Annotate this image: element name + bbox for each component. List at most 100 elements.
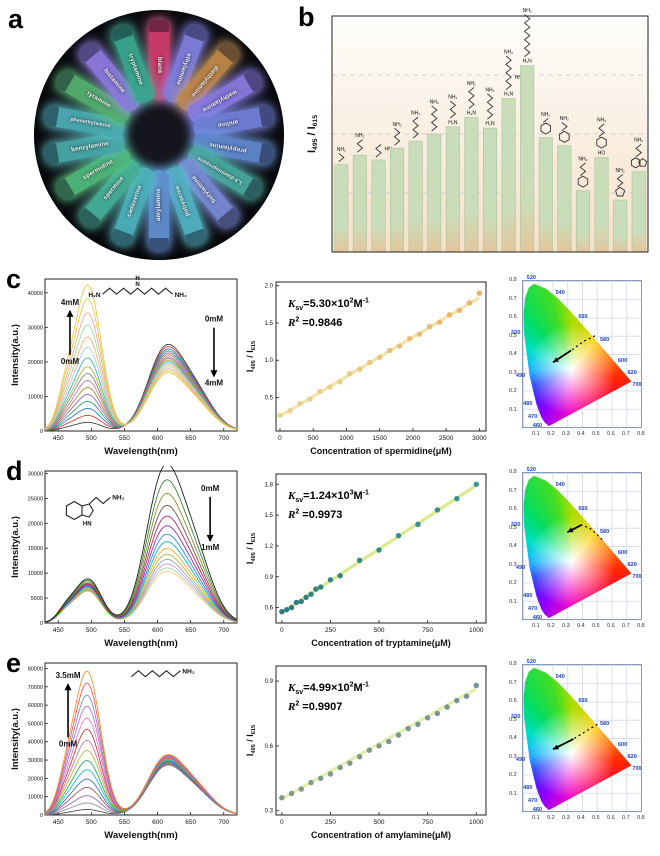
svg-text:NH₂: NH₂: [467, 81, 476, 87]
wavelength-label-520: 520: [526, 659, 536, 666]
cie-y-tick: 0.2: [509, 580, 517, 586]
svg-text:4mM: 4mM: [205, 378, 224, 387]
bar-benzylamine: [557, 145, 572, 253]
svg-text:0.9: 0.9: [265, 679, 274, 685]
svg-text:H₂N: H₂N: [448, 120, 458, 126]
wavelength-label-480: 480: [523, 400, 533, 407]
wavelength-label-560: 560: [578, 313, 588, 320]
panel-label-a: a: [8, 4, 24, 34]
svg-text:NH₂: NH₂: [485, 87, 494, 93]
svg-text:1.5: 1.5: [265, 513, 274, 519]
wavelength-label-620: 620: [627, 369, 637, 376]
cie-y-tick: 0.1: [509, 406, 517, 413]
cie-x-tick: 0.7: [622, 623, 630, 629]
cie-y-tick: 0.1: [509, 598, 517, 605]
svg-text:650: 650: [185, 819, 196, 826]
wavelength-label-490: 490: [516, 756, 526, 763]
svg-text:NH₂: NH₂: [411, 111, 420, 117]
svg-text:600: 600: [152, 819, 163, 826]
bar-diethylamine: [371, 159, 386, 253]
panel-d-cie-diagram: 520 540 560 580 600 620 700 500 490 480 470 460 0.1 0…: [500, 464, 658, 652]
svg-text:HN: HN: [515, 75, 523, 81]
wavelength-label-460: 460: [532, 615, 542, 622]
svg-text:500: 500: [86, 627, 97, 634]
bar-spermidine: [501, 98, 516, 253]
ksv-value-e: Ksv=4.99×102M-1: [288, 681, 369, 697]
svg-text:N: N: [135, 282, 139, 288]
cie-x-tick: 0.5: [592, 623, 600, 629]
svg-text:H: H: [135, 276, 139, 282]
wavelength-label-460: 460: [532, 423, 542, 430]
bar-1,3-diaminopropane: [445, 126, 460, 253]
cie-x-tick: 0.6: [607, 815, 615, 821]
cie-x-tick: 0.1: [532, 815, 540, 821]
svg-text:NH₂: NH₂: [112, 495, 124, 502]
svg-text:HN: HN: [83, 522, 92, 528]
tube-blank: blank: [146, 10, 172, 135]
svg-text:NH₂: NH₂: [560, 116, 569, 122]
svg-text:700: 700: [218, 435, 229, 442]
bar-methylamine: [334, 164, 349, 253]
svg-text:20000: 20000: [28, 776, 43, 782]
r2-value-d: R2 =0.9973: [288, 508, 343, 521]
svg-text:I495 / I615: I495 / I615: [245, 533, 257, 564]
cie-y-tick: 0.7: [509, 295, 517, 302]
svg-text:0mM: 0mM: [201, 484, 220, 493]
svg-text:1000: 1000: [339, 435, 354, 442]
svg-text:1.2: 1.2: [265, 544, 274, 550]
svg-text:1000: 1000: [469, 627, 484, 634]
svg-text:0.6: 0.6: [265, 606, 274, 612]
svg-text:250: 250: [325, 627, 336, 634]
cie-x-tick: 0.1: [532, 623, 540, 629]
svg-text:NH₂: NH₂: [634, 138, 643, 144]
svg-text:0: 0: [40, 621, 43, 627]
svg-text:0mM: 0mM: [205, 315, 224, 324]
svg-text:10000: 10000: [28, 795, 43, 801]
bar-histamine: [613, 199, 628, 253]
svg-text:NH₂: NH₂: [448, 95, 457, 101]
panel-b-bar-chart: NH₂ NH₂ HN NH₂ NH₂ NH₂ H₂N NH₂ H₂N NH₂ H₂N NH₂ H₂N HN…: [306, 6, 656, 264]
cie-x-tick: 0.2: [547, 623, 555, 629]
svg-text:1.8: 1.8: [265, 482, 274, 488]
svg-text:2.0: 2.0: [265, 284, 274, 290]
panel-e-cie-diagram: 520 540 560 580 600 620 700 500 490 480 470 460 0.1 0…: [500, 656, 658, 844]
svg-text:30000: 30000: [28, 758, 43, 764]
svg-text:40000: 40000: [28, 740, 43, 746]
cie-x-tick: 0.4: [577, 623, 585, 629]
cie-y-tick: 0.3: [509, 369, 517, 376]
svg-text:0.3: 0.3: [265, 809, 274, 815]
cie-x-tick: 0.3: [562, 623, 570, 629]
ksv-annotation-c: Ksv=5.30×102M-1 R2 =0.9846: [288, 296, 369, 331]
svg-text:500: 500: [308, 435, 319, 442]
svg-text:0: 0: [280, 627, 284, 634]
svg-text:HO: HO: [598, 151, 606, 157]
wavelength-label-520: 520: [526, 275, 536, 282]
svg-text:650: 650: [185, 627, 196, 634]
cie-x-tick: 0.5: [592, 815, 600, 821]
tube-cap: [149, 20, 169, 32]
cie-y-tick: 0.4: [509, 735, 517, 741]
svg-text:1.0: 1.0: [265, 358, 274, 364]
svg-text:NH₂: NH₂: [392, 122, 401, 128]
panel-a-tube-wheel: blank ethylamine diethylamine methylamine an…: [4, 2, 292, 266]
wavelength-label-540: 540: [555, 289, 565, 296]
svg-text:NH₂: NH₂: [523, 8, 532, 14]
wavelength-label-580: 580: [600, 337, 610, 344]
panel-c-cie-diagram: 520 540 560 580 600 620 700 500 490 480 470 460 0.1 0…: [500, 272, 658, 460]
svg-text:I495 / I615: I495 / I615: [245, 341, 257, 372]
svg-text:500: 500: [374, 627, 385, 634]
cie-x-tick: 0.4: [577, 431, 585, 437]
wavelength-label-490: 490: [516, 372, 526, 379]
cie-y-tick: 0.6: [509, 314, 517, 320]
wavelength-label-560: 560: [578, 505, 588, 512]
svg-text:450: 450: [53, 819, 64, 826]
svg-text:Concentration of spermidine(μM: Concentration of spermidine(μM): [310, 446, 452, 456]
ksv-annotation-d: Ksv=1.24×103M-1 R2 =0.9973: [288, 488, 369, 523]
svg-text:Wavelength(nm): Wavelength(nm): [104, 638, 178, 649]
svg-text:0mM: 0mM: [61, 357, 80, 366]
panel-d-spectrum: 450 500 550 600 650 700 0 5000 10000 15000 20000 25…: [8, 466, 242, 650]
svg-text:NH₂: NH₂: [504, 50, 513, 56]
svg-text:Concentration of tryptamine(μM: Concentration of tryptamine(μM): [311, 638, 451, 648]
cie-x-tick: 0.8: [637, 431, 645, 437]
wavelength-label-470: 470: [528, 606, 538, 613]
